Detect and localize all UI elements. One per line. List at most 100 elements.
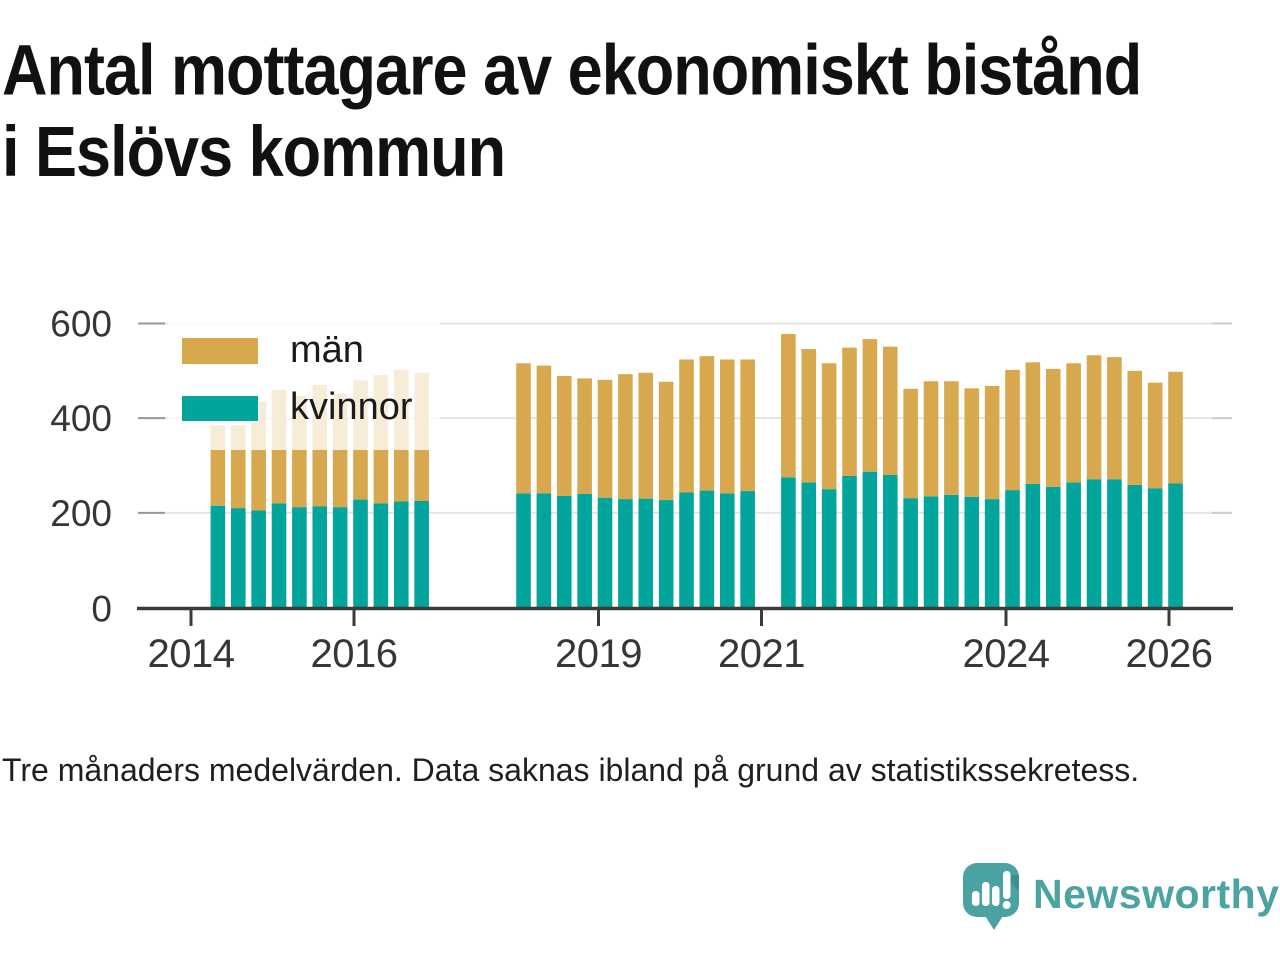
bar-2025-Q3-man xyxy=(1127,370,1143,485)
logo-bubble xyxy=(963,863,1019,917)
bar-2019-Q1-man xyxy=(597,379,613,498)
bar-2020-Q4-kvinnor xyxy=(740,491,755,608)
bar-2020-Q2-kvinnor xyxy=(699,490,715,608)
bar-2018-Q2-man xyxy=(536,365,552,494)
bar-2022-Q4-man xyxy=(903,388,918,499)
bar-2014-Q4-kvinnor xyxy=(251,510,266,608)
bar-2023-Q2-kvinnor xyxy=(944,494,959,608)
y-tick-label-200: 200 xyxy=(50,493,112,534)
bar-2023-Q3-kvinnor xyxy=(964,496,980,608)
bar-2020-Q2-man xyxy=(699,356,715,491)
bar-2018-Q4-man xyxy=(577,378,592,494)
bar-2019-Q2-kvinnor xyxy=(618,499,633,608)
bar-2018-Q1-man xyxy=(516,363,531,494)
legend-swatch-kvinnor xyxy=(182,396,258,421)
bar-2019-Q3-man xyxy=(638,372,654,499)
bar-2024-Q2-kvinnor xyxy=(1025,483,1041,608)
chart-legend: män kvinnor xyxy=(168,318,440,450)
title-line-1: Antal mottagare av ekonomiskt bistånd xyxy=(2,31,1142,111)
bar-2020-Q3-kvinnor xyxy=(719,493,735,608)
bar-2020-Q3-man xyxy=(719,359,735,494)
bar-2023-Q1-kvinnor xyxy=(923,496,939,608)
x-tick-label-2024: 2024 xyxy=(963,632,1050,676)
bar-2022-Q4-kvinnor xyxy=(903,498,918,608)
bar-2019-Q1-kvinnor xyxy=(597,497,613,608)
legend-label-kvinnor: kvinnor xyxy=(290,386,413,428)
bar-2016-Q3-kvinnor xyxy=(393,501,409,608)
brand-name: Newsworthy xyxy=(1033,871,1280,917)
bar-2024-Q3-man xyxy=(1045,368,1061,487)
bar-2025-Q2-man xyxy=(1107,357,1122,480)
bar-2024-Q4-man xyxy=(1066,363,1081,483)
bar-2024-Q4-kvinnor xyxy=(1066,482,1081,608)
y-tick-label-400: 400 xyxy=(50,398,112,439)
logo-bar-3 xyxy=(992,886,1000,906)
bar-2024-Q1-kvinnor xyxy=(1005,490,1020,608)
bar-2018-Q1-kvinnor xyxy=(516,493,531,608)
x-tick-label-2021: 2021 xyxy=(718,632,805,676)
bar-2024-Q3-kvinnor xyxy=(1045,486,1061,608)
bar-2016-Q4-kvinnor xyxy=(414,501,429,608)
bar-2023-Q2-man xyxy=(944,381,959,495)
bar-2020-Q1-man xyxy=(679,359,694,493)
bar-2019-Q4-man xyxy=(658,381,674,501)
bar-2018-Q3-man xyxy=(556,376,572,496)
x-tick-label-2014: 2014 xyxy=(148,632,235,676)
bar-2021-Q2-man xyxy=(781,333,796,478)
newsworthy-branding: Newsworthy xyxy=(956,855,1280,945)
bar-2023-Q4-man xyxy=(984,385,1000,500)
bar-2022-Q3-man xyxy=(882,346,898,475)
x-tick-label-2016: 2016 xyxy=(311,632,398,676)
bar-2025-Q1-man xyxy=(1086,355,1102,480)
bar-2021-Q3-kvinnor xyxy=(801,482,817,608)
bar-2023-Q1-man xyxy=(923,381,939,497)
logo-exclamation-stroke xyxy=(1003,871,1011,899)
bar-2015-Q4-kvinnor xyxy=(332,507,348,608)
bar-2020-Q4-man xyxy=(740,359,755,492)
legend-label-man: män xyxy=(290,329,364,371)
logo-bar-1 xyxy=(972,891,980,906)
bar-2020-Q1-kvinnor xyxy=(679,492,694,608)
bar-2024-Q2-man xyxy=(1025,362,1041,484)
bar-2016-Q1-kvinnor xyxy=(353,499,368,608)
newsworthy-logo-icon xyxy=(963,863,1019,930)
bar-2023-Q4-kvinnor xyxy=(984,499,1000,608)
bar-2018-Q3-kvinnor xyxy=(556,495,572,608)
bar-2021-Q4-man xyxy=(821,363,837,490)
bar-2025-Q4-man xyxy=(1147,382,1163,489)
legend-swatch-man xyxy=(182,338,258,364)
bar-2016-Q2-kvinnor xyxy=(373,503,389,608)
bar-2023-Q3-man xyxy=(964,388,980,497)
bar-2014-Q2-kvinnor xyxy=(210,505,226,608)
bar-2021-Q3-man xyxy=(801,349,817,483)
title-line-2: i Eslövs kommun xyxy=(2,112,506,192)
bar-2026-Q1-man xyxy=(1168,371,1183,484)
bar-2022-Q1-man xyxy=(842,347,857,476)
chart-footnote: Tre månaders medelvärden. Data saknas ib… xyxy=(2,752,1140,788)
bar-2018-Q4-kvinnor xyxy=(577,493,592,608)
bar-2015-Q3-kvinnor xyxy=(312,506,328,608)
bar-2022-Q2-kvinnor xyxy=(862,471,878,608)
bar-2021-Q2-kvinnor xyxy=(781,477,796,608)
x-tick-label-2019: 2019 xyxy=(555,632,642,676)
bar-2019-Q3-kvinnor xyxy=(638,498,654,608)
bar-2025-Q1-kvinnor xyxy=(1086,479,1102,608)
logo-bar-2 xyxy=(982,882,990,906)
bar-2024-Q1-man xyxy=(1005,369,1020,491)
bar-2019-Q4-kvinnor xyxy=(658,500,674,608)
y-tick-label-0: 0 xyxy=(91,589,112,630)
bar-2025-Q3-kvinnor xyxy=(1127,484,1143,608)
bar-2025-Q2-kvinnor xyxy=(1107,479,1122,608)
bar-2022-Q2-man xyxy=(862,339,878,472)
bar-2022-Q1-kvinnor xyxy=(842,475,857,608)
logo-exclamation-dot xyxy=(1002,901,1011,909)
bar-2021-Q4-kvinnor xyxy=(821,489,837,608)
bar-2015-Q2-kvinnor xyxy=(292,507,307,608)
bar-2022-Q3-kvinnor xyxy=(882,474,898,608)
bar-2026-Q1-kvinnor xyxy=(1168,483,1183,608)
bar-2018-Q2-kvinnor xyxy=(536,493,552,608)
y-tick-label-600: 600 xyxy=(50,304,112,345)
page-title: Antal mottagare av ekonomiskt bistånd i … xyxy=(2,30,1278,193)
